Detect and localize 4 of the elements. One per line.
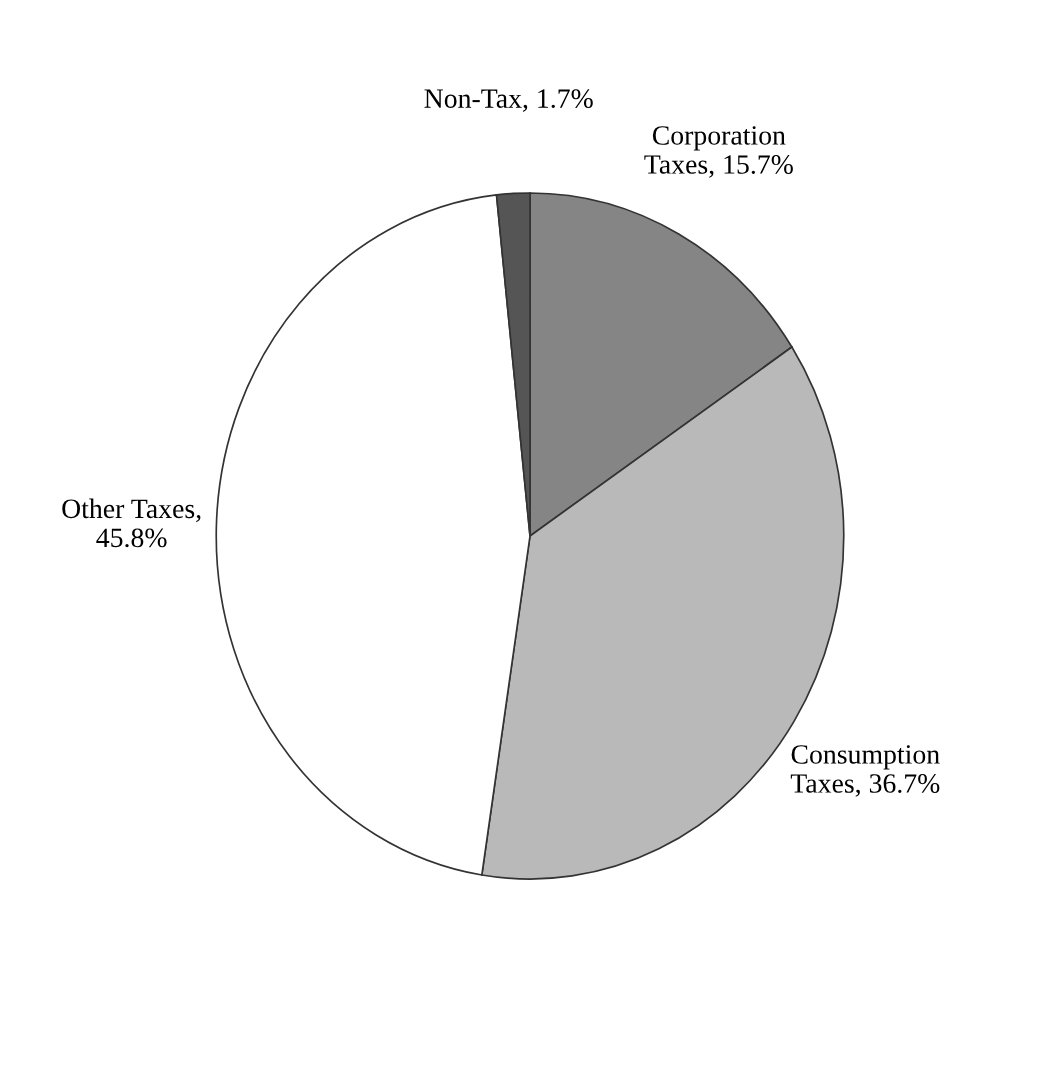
slice-label: Consumption Taxes, 36.7% [790, 745, 940, 797]
slice-label: Non-Tax, 1.7% [424, 89, 593, 112]
slice-label: Corporation Taxes, 15.7% [644, 126, 793, 178]
slice-label: Other Taxes, 45.8% [62, 498, 201, 548]
